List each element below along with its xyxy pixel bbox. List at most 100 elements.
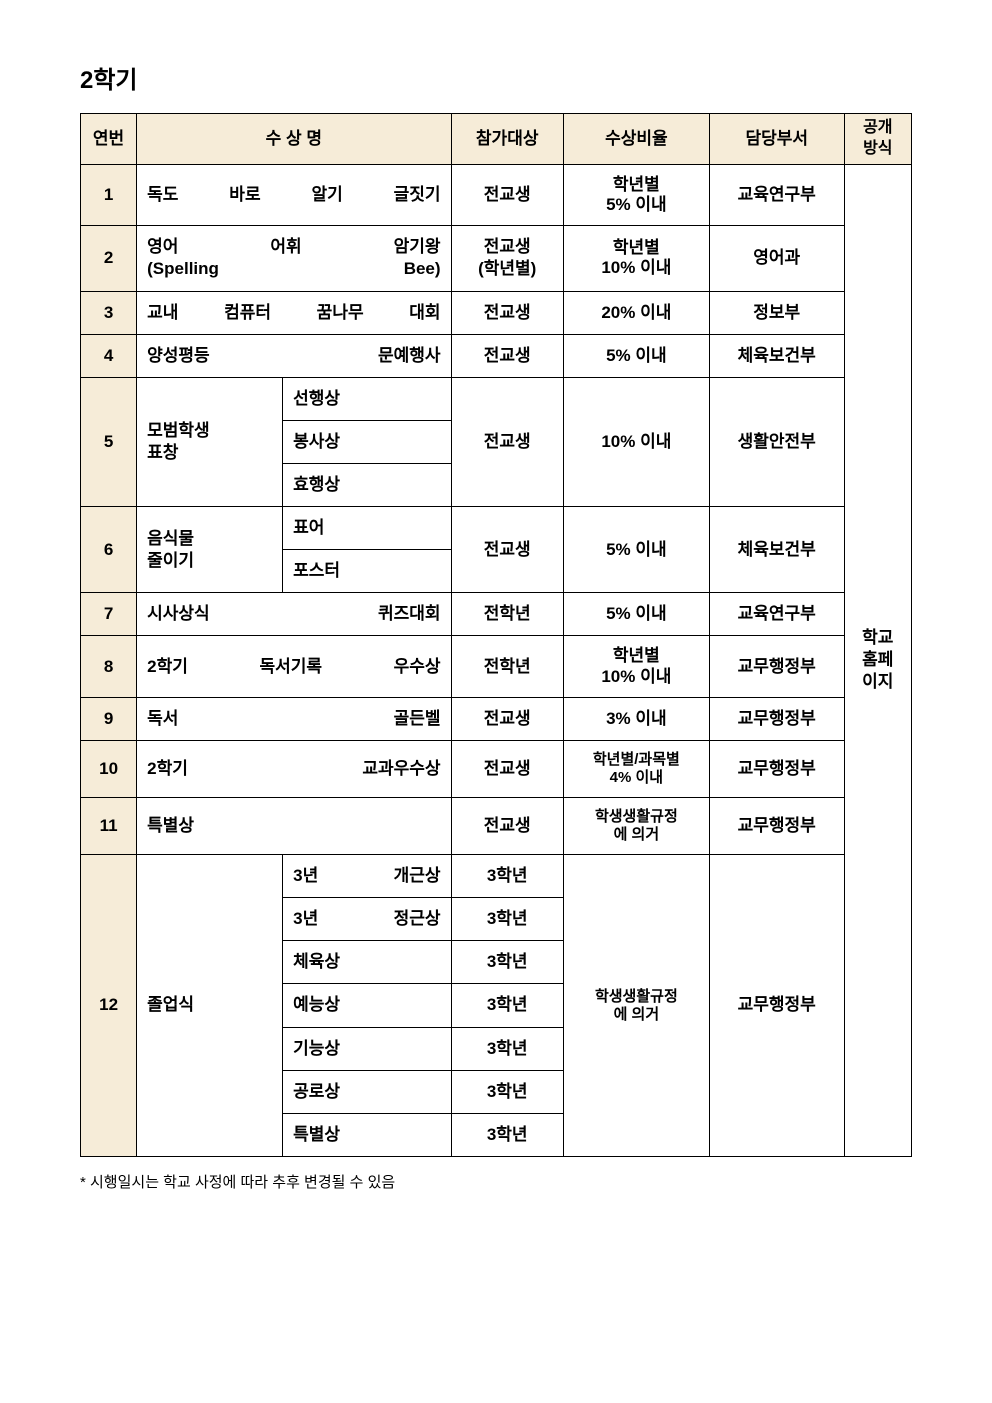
ratio: 3% 이내: [563, 698, 709, 741]
award-name: 2학기 교과우수상: [137, 741, 451, 798]
col-num: 연번: [81, 114, 137, 165]
row-num: 8: [81, 636, 137, 698]
award-sub: 예능상: [283, 984, 451, 1027]
award-name: 특별상: [137, 798, 451, 855]
col-ratio: 수상비율: [563, 114, 709, 165]
award-sub: 특별상: [283, 1113, 451, 1156]
ratio: 학년별 10% 이내: [563, 636, 709, 698]
dept: 생활안전부: [709, 377, 844, 506]
table-row: 9 독서 골든벨 전교생 3% 이내 교무행정부: [81, 698, 912, 741]
target: 전교생: [451, 507, 563, 593]
target: 전교생: [451, 291, 563, 334]
dept: 교무행정부: [709, 636, 844, 698]
row-num: 9: [81, 698, 137, 741]
ratio: 학년별 5% 이내: [563, 164, 709, 226]
dept: 교무행정부: [709, 855, 844, 1157]
table-header-row: 연번 수 상 명 참가대상 수상비율 담당부서 공개 방식: [81, 114, 912, 165]
target: 전학년: [451, 593, 563, 636]
table-row: 6 음식물 줄이기 표어 전교생 5% 이내 체육보건부: [81, 507, 912, 550]
row-num: 2: [81, 226, 137, 291]
target: 전학년: [451, 636, 563, 698]
row-num: 12: [81, 855, 137, 1157]
dept: 정보부: [709, 291, 844, 334]
ratio: 5% 이내: [563, 334, 709, 377]
award-sub: 봉사상: [283, 420, 451, 463]
page-title: 2학기: [80, 60, 912, 95]
award-name: 시사상식 퀴즈대회: [137, 593, 451, 636]
award-main: 모범학생 표창: [137, 377, 283, 506]
ratio: 학년별 10% 이내: [563, 226, 709, 291]
dept: 영어과: [709, 226, 844, 291]
row-num: 4: [81, 334, 137, 377]
col-award: 수 상 명: [137, 114, 451, 165]
pub-method: 학교 홈페 이지: [844, 164, 911, 1156]
award-sub: 효행상: [283, 463, 451, 506]
ratio: 5% 이내: [563, 507, 709, 593]
awards-table: 연번 수 상 명 참가대상 수상비율 담당부서 공개 방식 1 독도 바로 알기…: [80, 113, 912, 1157]
target: 3학년: [451, 941, 563, 984]
table-row: 7 시사상식 퀴즈대회 전학년 5% 이내 교육연구부: [81, 593, 912, 636]
target: 3학년: [451, 1113, 563, 1156]
table-row: 2 영어 어휘 암기왕 (Spelling Bee) 전교생 (학년별) 학년별…: [81, 226, 912, 291]
award-name: 교내 컴퓨터 꿈나무 대회: [137, 291, 451, 334]
award-sub: 3년 개근상: [283, 855, 451, 898]
ratio: 학년별/과목별 4% 이내: [563, 741, 709, 798]
dept: 체육보건부: [709, 507, 844, 593]
row-num: 11: [81, 798, 137, 855]
award-name: 2학기 독서기록 우수상: [137, 636, 451, 698]
award-sub: 체육상: [283, 941, 451, 984]
dept: 교육연구부: [709, 164, 844, 226]
target: 전교생: [451, 698, 563, 741]
table-row: 1 독도 바로 알기 글짓기 전교생 학년별 5% 이내 교육연구부 학교 홈페…: [81, 164, 912, 226]
award-sub: 선행상: [283, 377, 451, 420]
dept: 교무행정부: [709, 798, 844, 855]
dept: 체육보건부: [709, 334, 844, 377]
table-row: 10 2학기 교과우수상 전교생 학년별/과목별 4% 이내 교무행정부: [81, 741, 912, 798]
target: 전교생: [451, 798, 563, 855]
table-row: 5 모범학생 표창 선행상 전교생 10% 이내 생활안전부: [81, 377, 912, 420]
table-row: 11 특별상 전교생 학생생활규정 에 의거 교무행정부: [81, 798, 912, 855]
col-pub: 공개 방식: [844, 114, 911, 165]
target: 3학년: [451, 1070, 563, 1113]
target: 3학년: [451, 1027, 563, 1070]
award-name: 영어 어휘 암기왕 (Spelling Bee): [137, 226, 451, 291]
row-num: 1: [81, 164, 137, 226]
target: 3학년: [451, 855, 563, 898]
table-row: 3 교내 컴퓨터 꿈나무 대회 전교생 20% 이내 정보부: [81, 291, 912, 334]
row-num: 7: [81, 593, 137, 636]
award-main: 음식물 줄이기: [137, 507, 283, 593]
ratio: 학생생활규정 에 의거: [563, 798, 709, 855]
table-row: 12 졸업식 3년 개근상 3학년 학생생활규정 에 의거 교무행정부: [81, 855, 912, 898]
ratio: 5% 이내: [563, 593, 709, 636]
ratio: 10% 이내: [563, 377, 709, 506]
table-row: 8 2학기 독서기록 우수상 전학년 학년별 10% 이내 교무행정부: [81, 636, 912, 698]
award-sub: 기능상: [283, 1027, 451, 1070]
award-sub: 표어: [283, 507, 451, 550]
dept: 교무행정부: [709, 698, 844, 741]
row-num: 5: [81, 377, 137, 506]
dept: 교육연구부: [709, 593, 844, 636]
col-dept: 담당부서: [709, 114, 844, 165]
target: 3학년: [451, 984, 563, 1027]
footnote: * 시행일시는 학교 사정에 따라 추후 변경될 수 있음: [80, 1171, 912, 1192]
award-sub: 공로상: [283, 1070, 451, 1113]
target: 전교생: [451, 164, 563, 226]
award-name: 양성평등 문예행사: [137, 334, 451, 377]
award-sub: 3년 정근상: [283, 898, 451, 941]
target: 전교생: [451, 377, 563, 506]
ratio: 학생생활규정 에 의거: [563, 855, 709, 1157]
award-name: 독도 바로 알기 글짓기: [137, 164, 451, 226]
award-name: 독서 골든벨: [137, 698, 451, 741]
col-target: 참가대상: [451, 114, 563, 165]
target: 3학년: [451, 898, 563, 941]
target: 전교생: [451, 741, 563, 798]
row-num: 3: [81, 291, 137, 334]
row-num: 10: [81, 741, 137, 798]
target: 전교생 (학년별): [451, 226, 563, 291]
award-sub: 포스터: [283, 550, 451, 593]
target: 전교생: [451, 334, 563, 377]
ratio: 20% 이내: [563, 291, 709, 334]
award-main: 졸업식: [137, 855, 283, 1157]
dept: 교무행정부: [709, 741, 844, 798]
table-row: 4 양성평등 문예행사 전교생 5% 이내 체육보건부: [81, 334, 912, 377]
